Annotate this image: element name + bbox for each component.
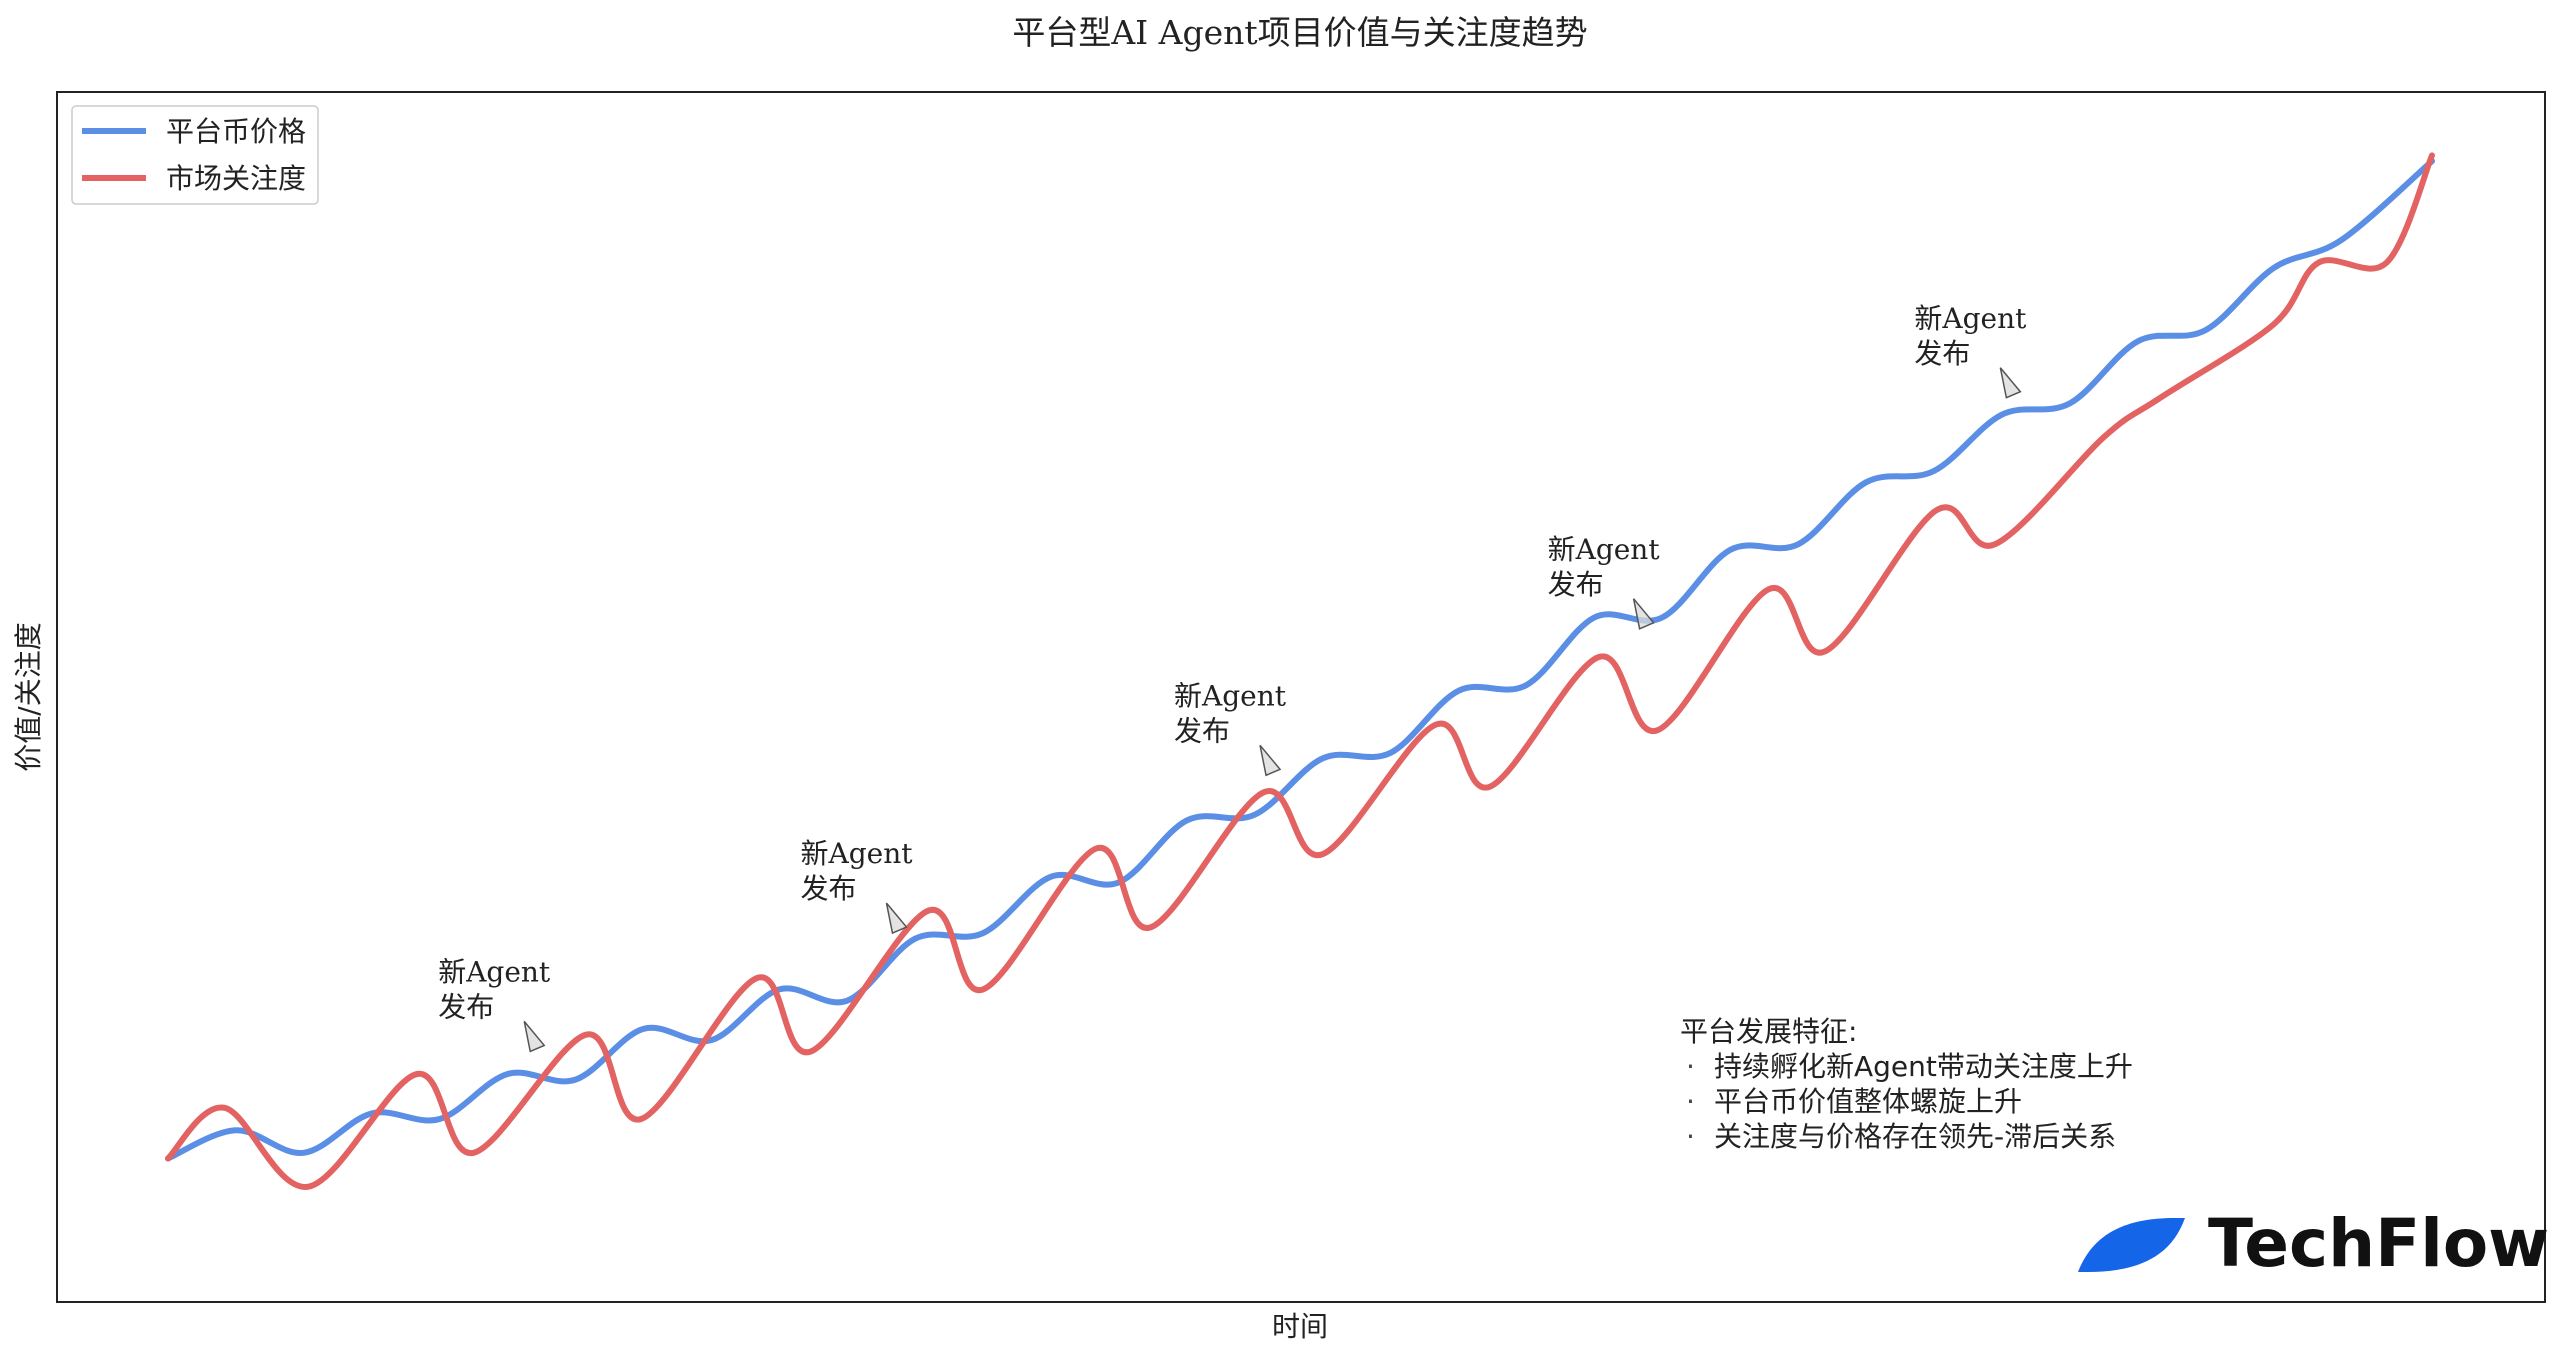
annotation-label-line2: 发布	[1548, 568, 1604, 601]
annotation-label-line1: 新Agent	[1174, 679, 1287, 712]
x-axis-label: 时间	[1272, 1310, 1328, 1343]
techflow-logo: TechFlow	[2078, 1205, 2549, 1282]
series-layer	[165, 152, 2435, 1190]
legend-label-price: 平台币价格	[166, 115, 306, 148]
annotation-arrow	[523, 1020, 546, 1053]
annotation-arrow	[1999, 367, 2022, 399]
features-title: 平台发展特征:	[1680, 1015, 1857, 1048]
series-line-attention	[165, 152, 2435, 1190]
series-line-price	[165, 158, 2435, 1162]
feature-bullet-1: ·	[1686, 1050, 1695, 1083]
feature-item-3: 关注度与价格存在领先-滞后关系	[1714, 1120, 2116, 1153]
legend: 平台币价格 市场关注度	[71, 105, 319, 205]
annotation-label-line1: 新Agent	[438, 955, 551, 988]
annotation-label-line2: 发布	[1914, 337, 1970, 370]
annotation-label-line2: 发布	[438, 990, 494, 1023]
techflow-logo-text: TechFlow	[2208, 1205, 2549, 1282]
techflow-logo-icon	[2078, 1218, 2185, 1272]
annotation-label-line2: 发布	[1174, 714, 1230, 747]
feature-bullet-3: ·	[1686, 1120, 1695, 1153]
annotation-label-line1: 新Agent	[1548, 533, 1661, 566]
y-axis-label: 价值/关注度	[12, 622, 45, 771]
annotation-arrow	[1632, 598, 1655, 630]
annotation-arrow	[885, 902, 908, 935]
feature-item-1: 持续孵化新Agent带动关注度上升	[1714, 1050, 2133, 1083]
legend-label-attention: 市场关注度	[166, 162, 306, 195]
feature-bullet-2: ·	[1686, 1085, 1695, 1118]
feature-item-2: 平台币价值整体螺旋上升	[1714, 1085, 2022, 1118]
annotation-label-line2: 发布	[801, 872, 857, 905]
chart-title: 平台型AI Agent项目价值与关注度趋势	[1012, 13, 1587, 52]
annotation-arrow	[1259, 744, 1282, 777]
annotation-label-line1: 新Agent	[1914, 302, 2027, 335]
annotation-label-line1: 新Agent	[801, 837, 914, 870]
features-box: 平台发展特征: · 持续孵化新Agent带动关注度上升 · 平台币价值整体螺旋上…	[1680, 1015, 2133, 1153]
plot-frame	[56, 91, 2546, 1303]
